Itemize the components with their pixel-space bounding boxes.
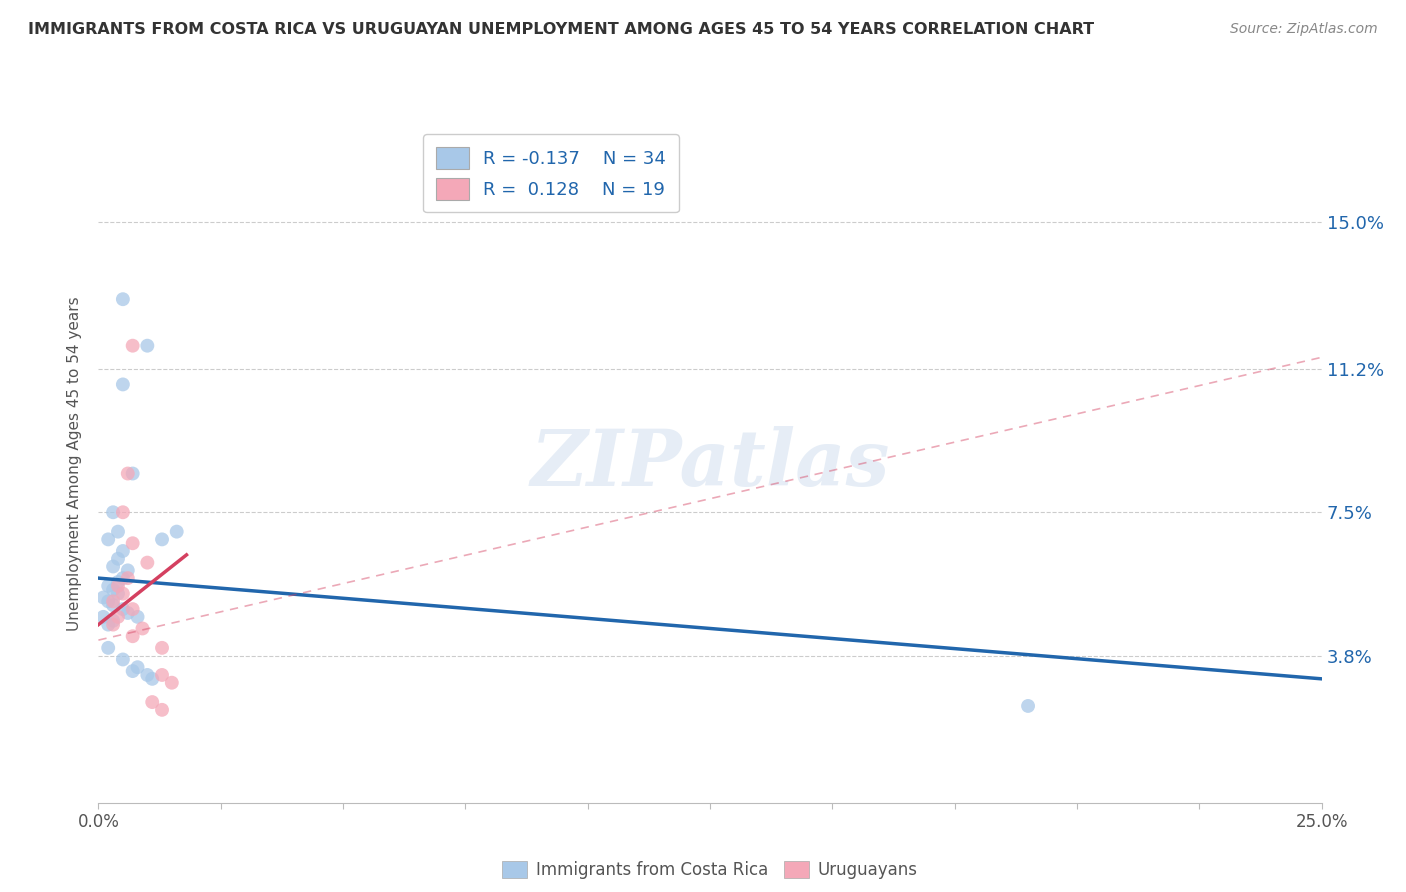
Point	[111, 544, 134, 558]
Point	[160, 675, 183, 690]
Point	[107, 551, 129, 566]
Point	[1017, 698, 1039, 713]
Point	[101, 617, 124, 632]
Point	[141, 672, 163, 686]
Point	[111, 586, 134, 600]
Point	[131, 622, 153, 636]
Point	[141, 695, 163, 709]
Point	[166, 524, 188, 539]
Point	[97, 579, 120, 593]
Y-axis label: Unemployment Among Ages 45 to 54 years: Unemployment Among Ages 45 to 54 years	[66, 296, 82, 632]
Point	[121, 339, 143, 353]
Point	[150, 640, 173, 655]
Point	[117, 606, 139, 620]
Point	[97, 594, 120, 608]
Point	[111, 571, 134, 585]
Point	[136, 556, 159, 570]
Point	[117, 467, 139, 481]
Point	[111, 377, 134, 392]
Point	[101, 559, 124, 574]
Point	[150, 703, 173, 717]
Point	[127, 610, 149, 624]
Text: Source: ZipAtlas.com: Source: ZipAtlas.com	[1230, 22, 1378, 37]
Point	[91, 610, 114, 624]
Point	[107, 574, 129, 589]
Point	[97, 533, 120, 547]
Legend: Immigrants from Costa Rica, Uruguayans: Immigrants from Costa Rica, Uruguayans	[495, 855, 925, 886]
Point	[117, 571, 139, 585]
Point	[117, 563, 139, 577]
Point	[150, 668, 173, 682]
Point	[97, 640, 120, 655]
Point	[101, 614, 124, 628]
Point	[136, 668, 159, 682]
Point	[101, 505, 124, 519]
Point	[121, 467, 143, 481]
Text: ZIPatlas: ZIPatlas	[530, 425, 890, 502]
Point	[91, 591, 114, 605]
Point	[121, 602, 143, 616]
Point	[111, 652, 134, 666]
Point	[107, 524, 129, 539]
Point	[101, 599, 124, 613]
Point	[121, 629, 143, 643]
Point	[107, 579, 129, 593]
Point	[121, 664, 143, 678]
Point	[111, 602, 134, 616]
Point	[107, 586, 129, 600]
Point	[101, 594, 124, 608]
Point	[150, 533, 173, 547]
Point	[111, 505, 134, 519]
Text: IMMIGRANTS FROM COSTA RICA VS URUGUAYAN UNEMPLOYMENT AMONG AGES 45 TO 54 YEARS C: IMMIGRANTS FROM COSTA RICA VS URUGUAYAN …	[28, 22, 1094, 37]
Point	[111, 292, 134, 306]
Point	[101, 582, 124, 597]
Point	[136, 339, 159, 353]
Point	[107, 610, 129, 624]
Point	[97, 617, 120, 632]
Point	[121, 536, 143, 550]
Point	[127, 660, 149, 674]
